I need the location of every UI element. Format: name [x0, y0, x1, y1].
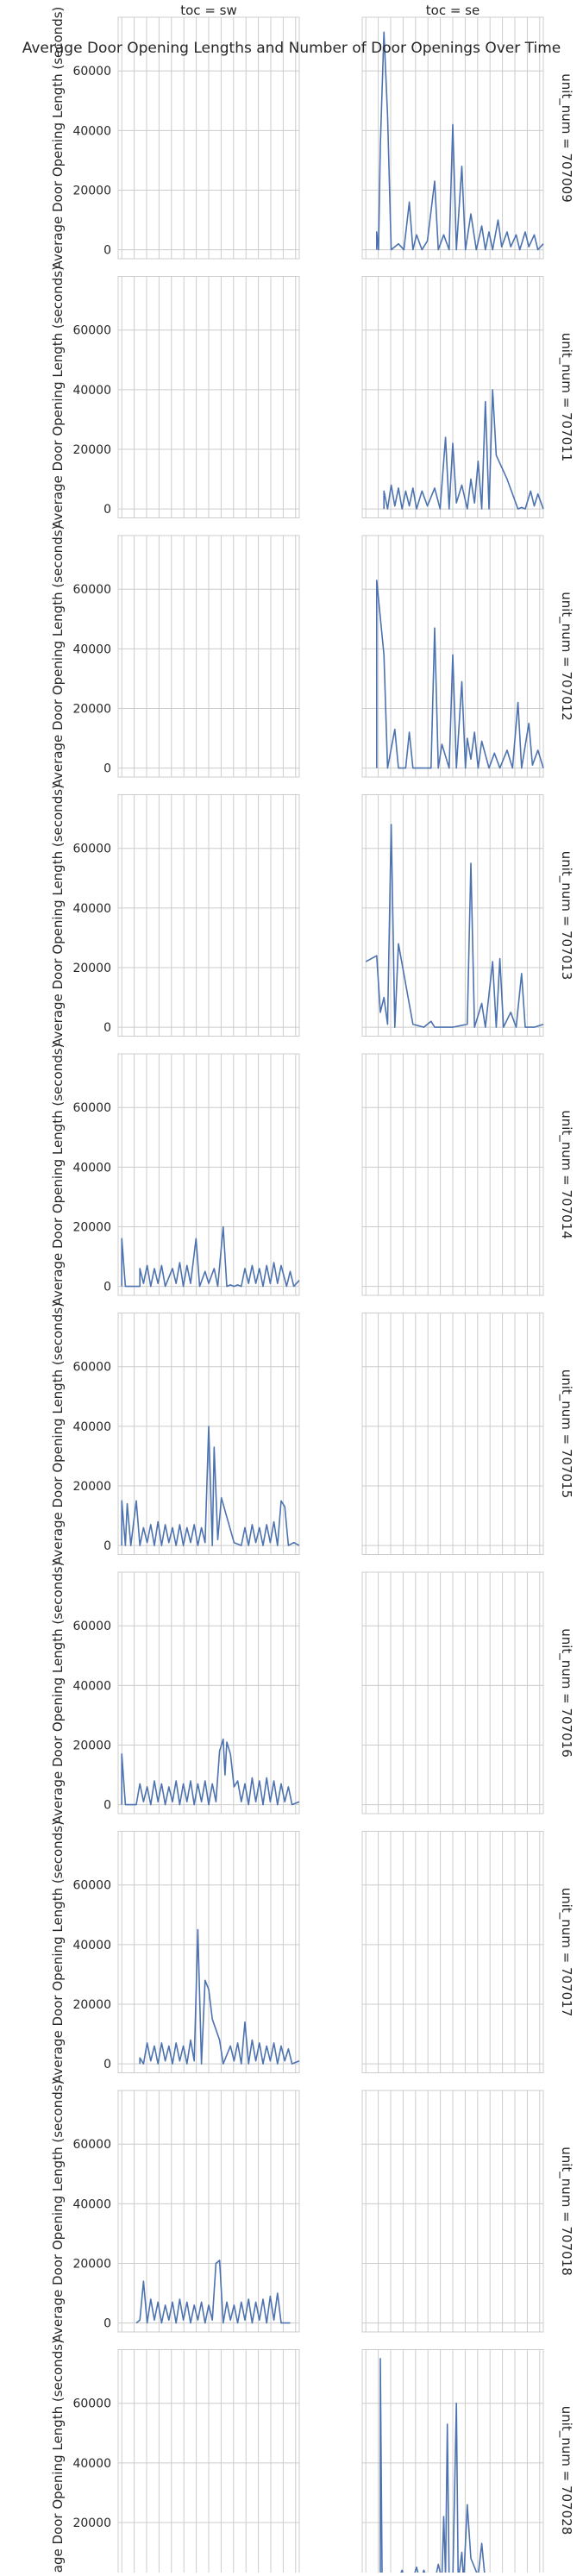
chart-title: Average Door Opening Lengths and Number … [22, 40, 561, 57]
series-line-707011-se [383, 389, 544, 510]
series-line-707009-se [376, 31, 544, 251]
y-tick-label: 60000 [72, 2138, 111, 2152]
panel-frame [117, 16, 300, 260]
y-tick-label: 0 [103, 2317, 111, 2331]
column-header: toc = se [426, 3, 480, 18]
row-label: unit_num = 707009 [558, 73, 574, 203]
y-tick-label: 40000 [72, 384, 111, 398]
panel-frame [117, 1831, 300, 2073]
y-tick-label: 60000 [72, 1620, 111, 1633]
series-line-707013-se [365, 824, 544, 1028]
panel-frame [117, 2349, 300, 2576]
column-header: toc = sw [180, 3, 237, 18]
y-tick-label: 20000 [72, 443, 111, 457]
y-tick-label: 40000 [72, 1161, 111, 1175]
panel-frame [117, 1053, 300, 1296]
y-axis-label: Average Door Opening Length (seconds) [50, 1821, 66, 2084]
y-axis-label: Average Door Opening Length (seconds) [50, 1302, 66, 1565]
row-label: unit_num = 707017 [558, 1888, 574, 2017]
y-tick-label: 0 [103, 1281, 111, 1294]
y-axis-label: Average Door Opening Length (seconds) [50, 525, 66, 788]
y-axis-label: Average Door Opening Length (seconds) [50, 2339, 66, 2573]
panel-frame [361, 2349, 544, 2576]
row-label: unit_num = 707013 [558, 851, 574, 981]
y-tick-label: 0 [103, 1539, 111, 1553]
panel-frame [117, 1571, 300, 1814]
y-tick-label: 0 [103, 244, 111, 258]
panel-frame [117, 794, 300, 1037]
y-axis-label: Average Door Opening Length (seconds) [50, 266, 66, 529]
y-tick-label: 20000 [72, 1220, 111, 1234]
row-label: unit_num = 707015 [558, 1369, 574, 1499]
panel-frame [361, 1831, 544, 2073]
panel-frame [361, 16, 544, 260]
row-label: unit_num = 707016 [558, 1628, 574, 1758]
y-axis-label: Average Door Opening Length (seconds) [50, 2080, 66, 2343]
y-tick-label: 20000 [72, 1998, 111, 2012]
y-tick-label: 20000 [72, 1480, 111, 1494]
panel-frame [361, 1571, 544, 1814]
y-tick-label: 60000 [72, 583, 111, 597]
series-line-707015-sw [121, 1426, 300, 1546]
y-tick-label: 40000 [72, 2197, 111, 2211]
panel-frame [361, 535, 544, 778]
y-tick-label: 40000 [72, 2457, 111, 2471]
panel-frame [361, 794, 544, 1037]
panel-frame [361, 276, 544, 518]
series-line-707028-se [379, 2358, 501, 2576]
y-tick-label: 60000 [72, 1879, 111, 1893]
series-line-707012-se [376, 580, 544, 769]
y-tick-label: 0 [103, 1021, 111, 1035]
series-line-707016-sw [121, 1738, 300, 1806]
panel-frame [117, 535, 300, 778]
y-tick-label: 0 [103, 1799, 111, 1813]
y-tick-label: 60000 [72, 1101, 111, 1115]
y-tick-label: 40000 [72, 1679, 111, 1693]
y-tick-label: 40000 [72, 642, 111, 656]
series-line-707018-sw [135, 2259, 291, 2324]
panel-frame [361, 1313, 544, 1555]
y-tick-label: 0 [103, 503, 111, 517]
row-label: unit_num = 707014 [558, 1110, 574, 1239]
y-axis-label: Average Door Opening Length (seconds) [50, 1044, 66, 1307]
panel-frame [117, 2090, 300, 2333]
y-tick-label: 60000 [72, 843, 111, 856]
y-tick-label: 60000 [72, 65, 111, 78]
row-label: unit_num = 707028 [558, 2406, 574, 2535]
y-tick-label: 20000 [72, 2257, 111, 2271]
panel-frame [361, 2090, 544, 2333]
y-tick-label: 60000 [72, 2397, 111, 2411]
y-tick-label: 20000 [72, 1739, 111, 1752]
y-axis-label: Average Door Opening Length (seconds) [50, 784, 66, 1047]
y-tick-label: 0 [103, 762, 111, 776]
y-tick-label: 20000 [72, 184, 111, 197]
series-line-707017-sw [139, 1928, 300, 2065]
y-tick-label: 20000 [72, 962, 111, 975]
y-tick-label: 20000 [72, 702, 111, 716]
y-tick-label: 40000 [72, 1939, 111, 1952]
series-line-707014-sw [121, 1225, 300, 1288]
y-axis-label: Average Door Opening Length (seconds) [50, 1562, 66, 1825]
y-tick-label: 60000 [72, 324, 111, 338]
y-tick-label: 20000 [72, 2516, 111, 2530]
panel-frame [117, 276, 300, 518]
y-tick-label: 40000 [72, 124, 111, 138]
y-tick-label: 0 [103, 2058, 111, 2071]
y-tick-label: 40000 [72, 902, 111, 916]
y-axis-label: Average Door Opening Length (seconds) [50, 7, 66, 270]
panel-frame [361, 1053, 544, 1296]
row-label: unit_num = 707018 [558, 2147, 574, 2276]
row-label: unit_num = 707011 [558, 333, 574, 462]
row-label: unit_num = 707012 [558, 592, 574, 721]
y-tick-label: 60000 [72, 1361, 111, 1375]
y-tick-label: 40000 [72, 1420, 111, 1434]
panel-frame [117, 1313, 300, 1555]
